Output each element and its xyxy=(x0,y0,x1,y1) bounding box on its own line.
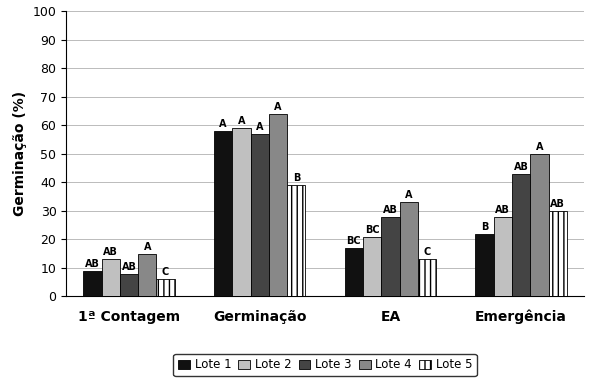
Text: AB: AB xyxy=(122,261,137,272)
Text: AB: AB xyxy=(514,162,529,172)
Text: BC: BC xyxy=(347,236,361,246)
Bar xyxy=(269,114,287,296)
Text: AB: AB xyxy=(550,199,565,209)
Text: C: C xyxy=(423,247,430,257)
Text: AB: AB xyxy=(495,204,510,215)
Text: AB: AB xyxy=(383,204,398,215)
Bar xyxy=(345,248,363,296)
Bar xyxy=(120,274,138,296)
Text: A: A xyxy=(219,119,227,129)
Text: A: A xyxy=(143,242,151,252)
Text: A: A xyxy=(256,122,264,132)
Bar xyxy=(381,217,400,296)
Text: BC: BC xyxy=(365,225,379,234)
Bar xyxy=(232,128,250,296)
Text: B: B xyxy=(293,173,300,183)
Text: A: A xyxy=(405,190,412,200)
Text: A: A xyxy=(536,142,543,152)
Bar xyxy=(83,271,102,296)
Bar xyxy=(476,234,494,296)
Bar xyxy=(363,236,381,296)
Text: A: A xyxy=(238,116,245,126)
Bar xyxy=(138,254,157,296)
Bar xyxy=(400,203,418,296)
Legend: Lote 1, Lote 2, Lote 3, Lote 4, Lote 5: Lote 1, Lote 2, Lote 3, Lote 4, Lote 5 xyxy=(173,354,477,376)
Text: A: A xyxy=(275,102,282,112)
Bar xyxy=(250,134,269,296)
Bar xyxy=(494,217,512,296)
Text: C: C xyxy=(162,267,169,277)
Y-axis label: Germinação (%): Germinação (%) xyxy=(13,91,27,217)
Bar xyxy=(287,185,305,296)
Bar xyxy=(548,211,567,296)
Text: AB: AB xyxy=(85,259,100,269)
Bar xyxy=(214,131,232,296)
Bar xyxy=(102,259,120,296)
Bar xyxy=(157,279,175,296)
Bar xyxy=(418,259,436,296)
Text: B: B xyxy=(481,222,488,232)
Text: AB: AB xyxy=(103,247,118,257)
Bar xyxy=(530,154,548,296)
Bar xyxy=(512,174,530,296)
